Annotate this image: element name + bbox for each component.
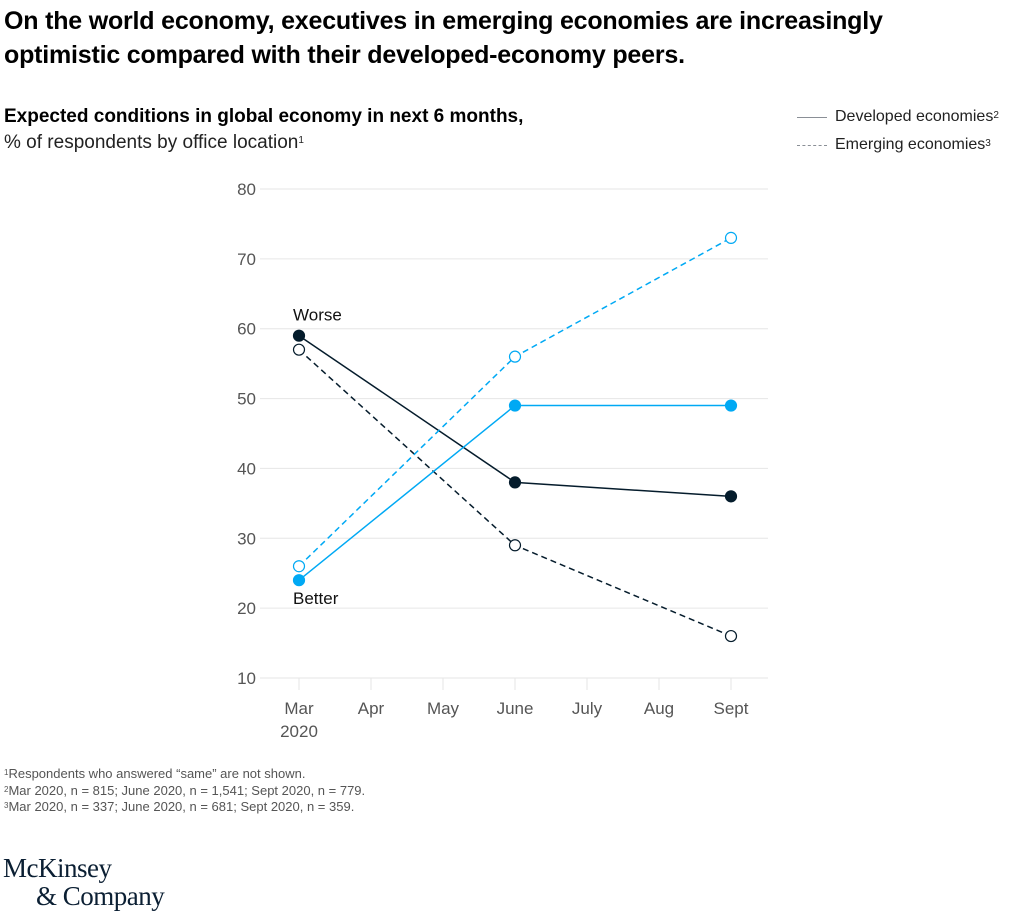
subtitle-footnote-marker: 1 (298, 135, 304, 146)
footnote-text: Respondents who answered “same” are not … (8, 766, 306, 781)
x-tick-label: 2020 (280, 722, 318, 741)
logo-line-2: & Company (36, 881, 165, 911)
data-point-worse-emerging (724, 629, 738, 643)
series-markers (292, 231, 738, 643)
y-axis-ticks: 10 20 30 40 50 60 70 80 (237, 180, 256, 688)
footnote-marker: 3 (4, 801, 9, 810)
x-tick-label: May (427, 699, 460, 718)
gridlines (260, 188, 768, 679)
legend: Developed economies 2 Emerging economies 3 (797, 103, 999, 159)
annotation-worse: Worse (293, 306, 342, 325)
line-chart: 10 20 30 40 50 60 70 80 Mar 2020 Apr May June July Au… (237, 180, 768, 741)
dashed-line-swatch-icon (797, 144, 827, 146)
x-tick-label: Aug (644, 699, 674, 718)
series-lines (298, 237, 732, 637)
legend-footnote-marker: 3 (985, 137, 991, 149)
x-tick-label: Apr (358, 699, 385, 718)
subtitle-regular: % of respondents by office location1 (4, 130, 523, 156)
y-tick-label: 10 (237, 669, 256, 688)
footnote-marker: 1 (4, 768, 9, 777)
y-tick-label: 20 (237, 599, 256, 618)
data-point-better-developed (292, 574, 306, 587)
data-point-worse-emerging (508, 539, 522, 552)
logo-line-1: McKinsey (3, 853, 112, 883)
x-tick-label: June (497, 699, 534, 718)
data-point-worse-developed (508, 476, 522, 489)
legend-label: Developed economies (835, 108, 994, 125)
data-point-better-emerging (292, 560, 306, 573)
y-tick-label: 60 (237, 320, 256, 339)
data-point-better-developed (508, 399, 522, 412)
footnote-marker: 2 (4, 784, 9, 794)
data-point-worse-developed (292, 329, 306, 342)
footnotes: 1Respondents who answered “same” are not… (4, 766, 365, 816)
chart-subtitle: Expected conditions in global economy in… (4, 104, 523, 156)
legend-footnote-marker: 2 (993, 109, 999, 121)
y-tick-label: 80 (237, 180, 256, 199)
annotations: Worse Better (293, 306, 342, 609)
x-axis-ticks: Mar 2020 Apr May June July Aug Sept (280, 678, 749, 741)
x-tick-label: July (572, 699, 603, 718)
legend-item-emerging: Emerging economies 3 (797, 131, 999, 159)
footnote-text: Mar 2020, n = 815; June 2020, n = 1,541;… (8, 782, 366, 798)
footnote-3: 3Mar 2020, n = 337; June 2020, n = 681; … (4, 799, 365, 816)
x-tick-label: Mar (284, 699, 314, 718)
chart-headline: On the world economy, executives in emer… (4, 7, 883, 69)
subtitle-regular-text: % of respondents by office location (4, 132, 299, 153)
footnote-1: 1Respondents who answered “same” are not… (4, 766, 365, 783)
data-point-better-emerging (724, 231, 738, 244)
y-tick-label: 30 (237, 529, 256, 548)
y-tick-label: 40 (237, 459, 256, 478)
x-tick-label: Sept (714, 699, 749, 718)
footnote-2: 2Mar 2020, n = 815; June 2020, n = 1,541… (4, 783, 365, 800)
data-point-better-emerging (508, 350, 522, 363)
data-point-better-developed (724, 399, 738, 412)
y-tick-label: 70 (237, 250, 256, 269)
legend-item-developed: Developed economies 2 (797, 103, 999, 131)
solid-line-swatch-icon (797, 116, 827, 118)
data-point-worse-developed (724, 490, 738, 503)
y-tick-label: 50 (237, 390, 256, 409)
mckinsey-logo: McKinsey & Company (3, 853, 165, 911)
annotation-better: Better (293, 589, 339, 608)
legend-label: Emerging economies (835, 136, 986, 153)
subtitle-bold: Expected conditions in global economy in… (4, 106, 524, 127)
footnote-text: Mar 2020, n = 337; June 2020, n = 681; S… (8, 799, 355, 814)
data-point-worse-emerging (292, 343, 306, 356)
